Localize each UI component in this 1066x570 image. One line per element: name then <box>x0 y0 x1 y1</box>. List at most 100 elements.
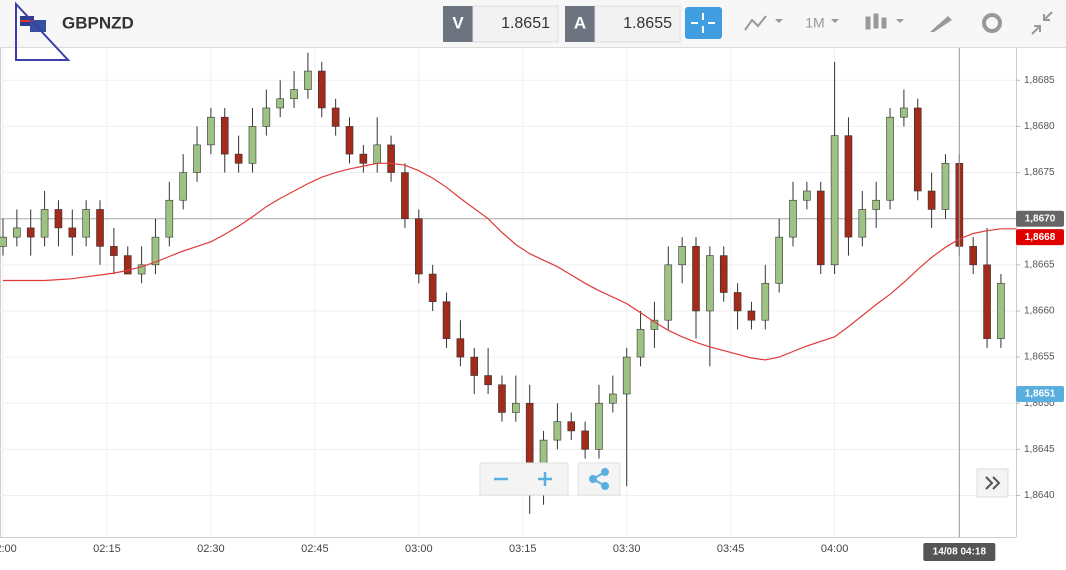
moving-average <box>3 162 1016 361</box>
ask-label: A <box>574 13 586 32</box>
candle-body <box>0 236 7 247</box>
candle-body <box>276 98 285 109</box>
candle-body <box>110 246 118 256</box>
candle-style-button[interactable] <box>865 13 904 30</box>
x-tick-label: 02:00 <box>0 543 17 555</box>
ask-box <box>594 5 681 43</box>
price-tag <box>1016 229 1064 246</box>
bid-button[interactable] <box>443 6 473 42</box>
candle-body <box>941 163 950 210</box>
timeframe-caret <box>831 19 839 23</box>
bid-label: V <box>452 13 464 32</box>
candle-body <box>900 107 908 118</box>
candle-body <box>317 70 326 109</box>
candle-body <box>733 292 742 312</box>
y-tick-label: 1,8660 <box>1024 306 1055 317</box>
candle-body <box>858 209 867 238</box>
y-tick-label: 1,8680 <box>1024 121 1055 132</box>
candle-body <box>234 153 243 164</box>
collapse-button[interactable] <box>1031 11 1053 35</box>
candle-body <box>165 199 174 238</box>
ask-button[interactable] <box>565 6 595 42</box>
candle-body <box>13 227 21 238</box>
candle-body <box>207 116 215 146</box>
timeframe[interactable]: 1M <box>805 15 824 31</box>
candle-body <box>179 172 187 201</box>
candle-body <box>719 255 728 293</box>
zoom-in[interactable] <box>538 472 552 486</box>
candle-body <box>359 153 368 164</box>
crosshair-button[interactable] <box>685 7 722 39</box>
zoom-controls <box>479 462 1009 498</box>
candle-body <box>803 190 811 201</box>
candle-body <box>54 209 63 229</box>
y-tick-label: 1,8655 <box>1024 352 1055 363</box>
candle-body <box>456 338 465 358</box>
candle-body <box>26 227 35 238</box>
candle-body <box>82 209 90 238</box>
candle-body <box>913 107 922 192</box>
candle-body <box>567 421 576 432</box>
candle-body <box>997 282 1005 339</box>
price-tag <box>1016 385 1064 402</box>
x-tick-label: 03:45 <box>717 543 745 555</box>
chart-type-button[interactable] <box>744 15 783 31</box>
y-tick-label: 1,8675 <box>1024 167 1055 178</box>
candle-body <box>816 190 825 266</box>
scroll-end-button[interactable] <box>985 476 1001 490</box>
candle-body <box>636 329 645 358</box>
candle-body <box>193 144 201 173</box>
candle-body <box>96 209 104 247</box>
candle-body <box>983 264 991 339</box>
candle-body <box>68 227 77 238</box>
y-tick-label: 1,8685 <box>1024 75 1055 86</box>
candle-body <box>844 135 853 238</box>
candle-body <box>872 199 880 210</box>
y-tick-label: 1,8665 <box>1024 259 1055 270</box>
candle-body <box>470 356 479 376</box>
candle-body <box>331 107 340 127</box>
candle-body <box>220 116 229 155</box>
candle-body <box>290 89 298 100</box>
candle-body <box>553 421 562 441</box>
candle-body <box>692 246 700 312</box>
price-tag <box>1016 210 1064 227</box>
x-tick-label: 03:30 <box>613 543 641 555</box>
candle-body <box>664 264 673 321</box>
price-tag-label: 1,8668 <box>1025 232 1056 243</box>
y-tick-label: 1,8645 <box>1024 444 1055 455</box>
candle-body <box>151 236 160 266</box>
share-button[interactable] <box>589 468 609 490</box>
candle-body <box>969 246 978 266</box>
price-tag-label: 1,8651 <box>1025 389 1056 400</box>
candle-body <box>622 356 631 395</box>
candle-body <box>137 264 146 275</box>
x-tick-label: 02:30 <box>197 543 225 555</box>
x-tick-label: 04:00 <box>821 543 849 555</box>
candle-body <box>789 199 797 238</box>
draw-button[interactable] <box>930 16 952 32</box>
candle-body <box>886 116 894 201</box>
x-tick-label: 02:45 <box>301 543 329 555</box>
candle-body <box>775 236 783 284</box>
x-tick-label: 02:15 <box>93 543 121 555</box>
candle-body <box>609 393 617 404</box>
settings-button[interactable] <box>982 13 1002 33</box>
candle-body <box>678 246 686 266</box>
symbol: GBPNZD <box>62 13 134 32</box>
candle-body <box>304 70 312 90</box>
flag-icon <box>15 1 71 61</box>
candle-body <box>345 126 354 155</box>
candle-body <box>761 282 770 321</box>
candle-body <box>428 273 437 303</box>
candle-body <box>248 126 257 164</box>
candle-body <box>40 209 49 238</box>
candle-body <box>373 144 382 164</box>
candle-body <box>414 218 423 275</box>
y-tick-label: 1,8650 <box>1024 398 1055 409</box>
candle-body <box>927 190 936 210</box>
candle-body <box>498 384 506 413</box>
candle-body <box>747 310 756 321</box>
